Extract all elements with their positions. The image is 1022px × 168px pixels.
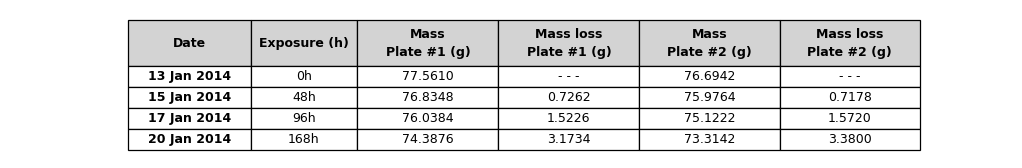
Bar bbox=[640, 108, 780, 129]
Text: Mass
Plate #1 (g): Mass Plate #1 (g) bbox=[385, 28, 470, 59]
Text: 96h: 96h bbox=[292, 112, 316, 125]
Bar bbox=[499, 129, 640, 150]
Bar bbox=[499, 20, 640, 66]
Bar bbox=[358, 108, 499, 129]
Bar bbox=[128, 87, 250, 108]
Text: Mass
Plate #2 (g): Mass Plate #2 (g) bbox=[667, 28, 752, 59]
Text: 3.1734: 3.1734 bbox=[547, 133, 591, 146]
Text: 1.5720: 1.5720 bbox=[828, 112, 872, 125]
Bar bbox=[358, 66, 499, 87]
Bar bbox=[128, 66, 250, 87]
Bar bbox=[250, 66, 358, 87]
Bar bbox=[780, 66, 920, 87]
Text: 0.7178: 0.7178 bbox=[828, 91, 872, 104]
Bar bbox=[640, 87, 780, 108]
Bar bbox=[499, 108, 640, 129]
Bar bbox=[128, 129, 250, 150]
Bar bbox=[250, 129, 358, 150]
Text: Date: Date bbox=[173, 37, 205, 50]
Bar bbox=[780, 20, 920, 66]
Text: 20 Jan 2014: 20 Jan 2014 bbox=[147, 133, 231, 146]
Bar bbox=[128, 108, 250, 129]
Text: 48h: 48h bbox=[292, 91, 316, 104]
Bar bbox=[640, 66, 780, 87]
Text: 75.9764: 75.9764 bbox=[684, 91, 735, 104]
Text: 168h: 168h bbox=[288, 133, 320, 146]
Bar bbox=[640, 129, 780, 150]
Bar bbox=[780, 108, 920, 129]
Text: Mass loss
Plate #2 (g): Mass loss Plate #2 (g) bbox=[807, 28, 892, 59]
Bar bbox=[250, 108, 358, 129]
Text: Mass loss
Plate #1 (g): Mass loss Plate #1 (g) bbox=[526, 28, 611, 59]
Text: 0h: 0h bbox=[296, 70, 312, 83]
Text: 76.6942: 76.6942 bbox=[684, 70, 735, 83]
Bar bbox=[499, 66, 640, 87]
Text: - - -: - - - bbox=[558, 70, 579, 83]
Text: Exposure (h): Exposure (h) bbox=[259, 37, 349, 50]
Bar bbox=[128, 20, 250, 66]
Text: 76.0384: 76.0384 bbox=[402, 112, 454, 125]
Text: - - -: - - - bbox=[839, 70, 861, 83]
Text: 76.8348: 76.8348 bbox=[402, 91, 454, 104]
Text: 17 Jan 2014: 17 Jan 2014 bbox=[147, 112, 231, 125]
Bar bbox=[640, 20, 780, 66]
Text: 75.1222: 75.1222 bbox=[684, 112, 735, 125]
Bar bbox=[780, 129, 920, 150]
Text: 15 Jan 2014: 15 Jan 2014 bbox=[147, 91, 231, 104]
Bar bbox=[250, 87, 358, 108]
Text: 74.3876: 74.3876 bbox=[402, 133, 454, 146]
Text: 13 Jan 2014: 13 Jan 2014 bbox=[147, 70, 231, 83]
Text: 77.5610: 77.5610 bbox=[402, 70, 454, 83]
Bar bbox=[250, 20, 358, 66]
Text: 73.3142: 73.3142 bbox=[684, 133, 735, 146]
Text: 1.5226: 1.5226 bbox=[547, 112, 591, 125]
Text: 3.3800: 3.3800 bbox=[828, 133, 872, 146]
Bar bbox=[780, 87, 920, 108]
Bar bbox=[358, 20, 499, 66]
Bar bbox=[499, 87, 640, 108]
Bar bbox=[358, 87, 499, 108]
Text: 0.7262: 0.7262 bbox=[547, 91, 591, 104]
Bar bbox=[358, 129, 499, 150]
